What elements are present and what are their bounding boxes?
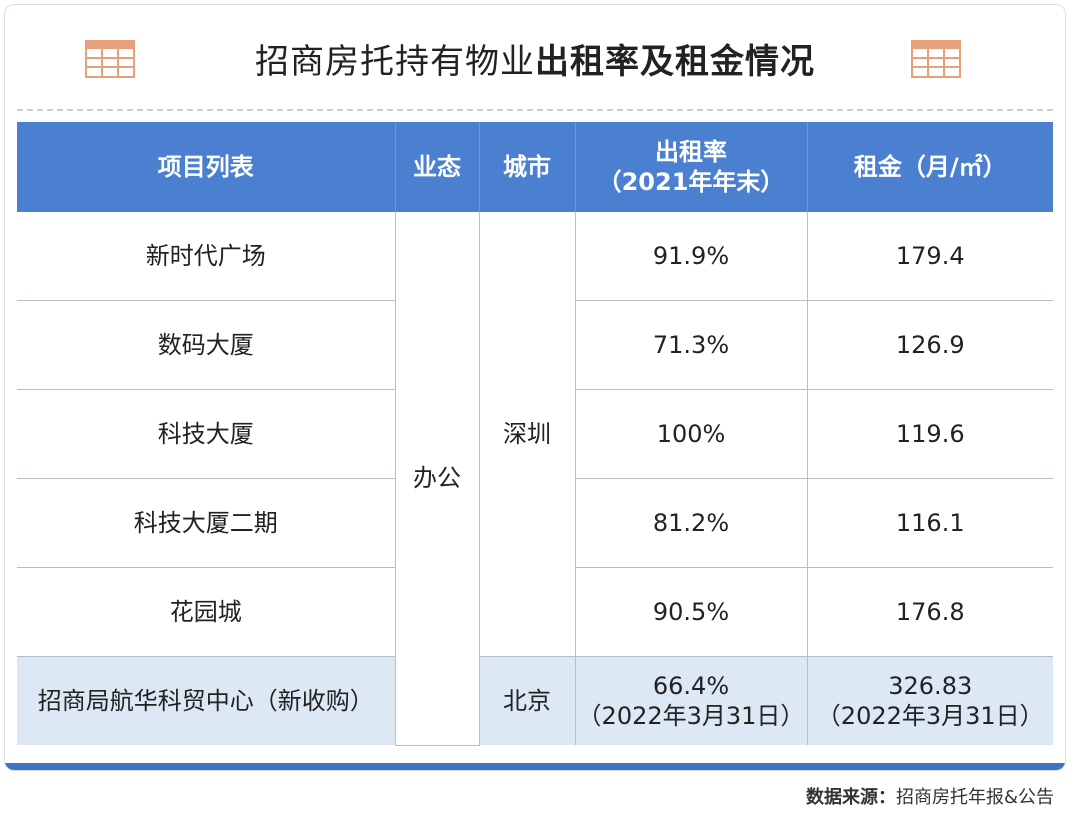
- cell-rent: 119.6: [807, 389, 1053, 479]
- table-row: 科技大厦 100% 119.6: [17, 389, 1053, 479]
- header-occupancy-line2: （2021年年末）: [597, 168, 785, 196]
- table-header-row: 项目列表 业态 城市 出租率 （2021年年末） 租金（月/㎡）: [17, 122, 1053, 212]
- divider: [17, 109, 1053, 111]
- page-title: 招商房托持有物业出租率及租金情况: [255, 27, 815, 97]
- table-row: 数码大厦 71.3% 126.9: [17, 300, 1053, 390]
- cell-project: 招商局航华科贸中心（新收购）: [17, 656, 396, 745]
- rent-value: 326.83: [888, 672, 973, 700]
- source-text: 招商房托年报&公告: [895, 787, 1054, 808]
- cell-occupancy: 66.4% （2022年3月31日）: [575, 656, 808, 745]
- table-row: 花园城 90.5% 176.8: [17, 567, 1053, 657]
- cell-rent: 176.8: [807, 567, 1053, 657]
- title-row: 招商房托持有物业出租率及租金情况: [5, 27, 1065, 97]
- cell-occupancy: 71.3%: [575, 300, 808, 390]
- cell-occupancy: 90.5%: [575, 567, 808, 657]
- table-grid-icon: [911, 40, 961, 78]
- header-project: 项目列表: [17, 122, 396, 212]
- header-rent: 租金（月/㎡）: [807, 122, 1053, 212]
- table-row: 科技大厦二期 81.2% 116.1: [17, 478, 1053, 568]
- occupancy-date-note: （2022年3月31日）: [577, 702, 805, 730]
- header-occupancy: 出租率 （2021年年末）: [575, 122, 808, 212]
- cell-occupancy: 91.9%: [575, 212, 808, 301]
- data-source: 数据来源：招商房托年报&公告: [806, 783, 1054, 809]
- cell-rent: 326.83 （2022年3月31日）: [807, 656, 1053, 745]
- cell-project: 花园城: [17, 567, 396, 657]
- cell-city-shenzhen: 深圳: [479, 212, 576, 657]
- cell-rent: 116.1: [807, 478, 1053, 568]
- rent-date-note: （2022年3月31日）: [816, 702, 1044, 730]
- cell-project: 科技大厦二期: [17, 478, 396, 568]
- header-type: 业态: [395, 122, 480, 212]
- cell-project: 科技大厦: [17, 389, 396, 479]
- table-grid-icon: [85, 40, 135, 78]
- table-row: 新时代广场 办公 深圳 91.9% 179.4: [17, 212, 1053, 746]
- header-occupancy-line1: 出租率: [655, 138, 727, 166]
- cell-city-beijing: 北京: [479, 656, 576, 745]
- cell-project: 新时代广场: [17, 212, 396, 301]
- occupancy-value: 66.4%: [652, 672, 730, 700]
- cell-rent: 126.9: [807, 300, 1053, 390]
- card-bottom-bar: [5, 763, 1065, 770]
- cell-occupancy: 100%: [575, 389, 808, 479]
- source-label: 数据来源：: [805, 787, 896, 808]
- cell-type-office: 办公: [395, 212, 480, 746]
- cell-occupancy: 81.2%: [575, 478, 808, 568]
- cell-project: 数码大厦: [17, 300, 396, 390]
- header-city: 城市: [479, 122, 576, 212]
- report-card: 招商房托持有物业出租率及租金情况 项目列表 业态 城市 出租率 （2021年年末…: [4, 4, 1066, 771]
- cell-rent: 179.4: [807, 212, 1053, 301]
- table-row-new-acquisition: 招商局航华科贸中心（新收购） 北京 66.4% （2022年3月31日） 326…: [17, 656, 1053, 745]
- property-table: 项目列表 业态 城市 出租率 （2021年年末） 租金（月/㎡） 新时代广场 办…: [17, 122, 1053, 746]
- title-bold: 出租率及租金情况: [535, 42, 815, 82]
- title-normal: 招商房托持有物业: [255, 42, 535, 82]
